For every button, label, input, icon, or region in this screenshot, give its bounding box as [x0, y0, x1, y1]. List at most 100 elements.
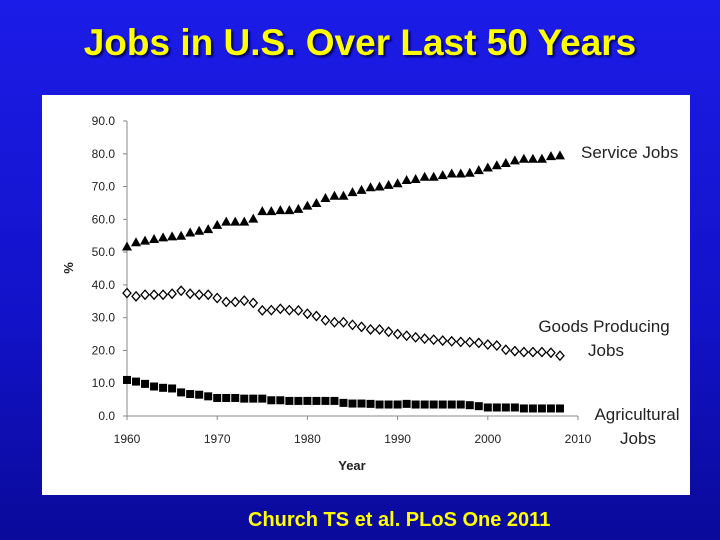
- agricultural-jobs-point: [267, 396, 276, 405]
- agricultural-jobs-point: [177, 388, 186, 397]
- agricultural-jobs-point: [501, 403, 510, 412]
- agricultural-jobs-point: [213, 393, 222, 402]
- agricultural-jobs-label: Agricultural: [594, 405, 679, 424]
- goods-producing-jobs-point: [500, 344, 511, 356]
- goods-producing-jobs-point: [176, 285, 186, 297]
- service-jobs-point: [284, 205, 295, 215]
- y-tick-label: 0.0: [98, 409, 115, 423]
- service-jobs-point: [239, 216, 250, 226]
- service-jobs-point: [311, 197, 322, 207]
- agricultural-jobs-point: [195, 390, 204, 399]
- goods-producing-jobs-point: [167, 288, 177, 300]
- agricultural-jobs-point: [465, 401, 474, 410]
- agricultural-jobs-point: [519, 404, 528, 413]
- agricultural-jobs-point: [222, 393, 231, 402]
- goods-producing-jobs-point: [491, 340, 502, 352]
- service-jobs-point: [419, 171, 430, 181]
- x-tick-label: 2000: [474, 432, 501, 446]
- goods-producing-jobs-point: [221, 296, 232, 308]
- service-jobs-point: [194, 225, 205, 235]
- agricultural-jobs-point: [321, 396, 330, 405]
- y-tick-label: 60.0: [92, 212, 116, 226]
- goods-producing-jobs-point: [149, 289, 159, 301]
- y-tick-label: 90.0: [92, 114, 116, 128]
- goods-producing-jobs-point: [212, 292, 223, 304]
- service-jobs-point: [122, 241, 132, 251]
- goods-producing-jobs-point: [230, 296, 241, 308]
- goods-producing-jobs-point: [266, 304, 277, 316]
- agricultural-jobs-point: [555, 404, 564, 413]
- goods-producing-jobs-point: [473, 337, 484, 349]
- service-jobs-point: [365, 182, 376, 192]
- service-jobs-point: [167, 231, 178, 241]
- agricultural-jobs-point: [285, 396, 294, 405]
- goods-producing-jobs-point: [122, 287, 132, 299]
- goods-producing-jobs-point: [284, 304, 295, 316]
- x-tick-label: 1980: [294, 432, 321, 446]
- goods-producing-jobs-point: [401, 330, 412, 342]
- goods-producing-jobs-point: [482, 339, 493, 351]
- service-jobs-label: Service Jobs: [581, 143, 678, 162]
- agricultural-jobs-point: [294, 396, 303, 405]
- agricultural-jobs-point: [429, 400, 438, 409]
- agricultural-jobs-point: [438, 400, 447, 409]
- goods-producing-jobs-point: [365, 323, 376, 335]
- y-tick-label: 80.0: [92, 147, 116, 161]
- agricultural-jobs-point: [132, 377, 141, 386]
- service-jobs-point: [131, 237, 142, 247]
- service-jobs-point: [437, 170, 448, 180]
- service-jobs-point: [248, 213, 259, 223]
- goods-producing-jobs-point: [185, 288, 196, 300]
- agricultural-jobs-point: [384, 400, 393, 409]
- agricultural-jobs-point: [483, 403, 492, 412]
- x-tick-label: 1990: [384, 432, 411, 446]
- goods-producing-jobs-point: [131, 290, 141, 302]
- service-jobs-point: [275, 205, 286, 215]
- goods-producing-jobs-point: [293, 304, 304, 316]
- agricultural-jobs-point: [537, 404, 546, 413]
- x-axis-label: Year: [338, 458, 365, 473]
- service-jobs-point: [140, 235, 151, 245]
- agricultural-jobs-point: [204, 392, 213, 401]
- agricultural-jobs-point: [330, 396, 339, 405]
- agricultural-jobs-label: Jobs: [620, 429, 656, 448]
- goods-producing-jobs-label: Goods Producing: [538, 317, 669, 336]
- y-tick-label: 70.0: [92, 180, 116, 194]
- agricultural-jobs-point: [303, 396, 312, 405]
- agricultural-jobs-point: [168, 384, 177, 393]
- service-jobs-point: [518, 153, 529, 163]
- service-jobs-point: [230, 216, 241, 226]
- service-jobs-point: [293, 203, 304, 213]
- service-jobs-point: [554, 150, 565, 160]
- goods-producing-jobs-point: [464, 336, 475, 348]
- service-jobs-point: [356, 184, 367, 194]
- goods-producing-jobs-point: [528, 346, 538, 358]
- agricultural-jobs-point: [492, 403, 501, 412]
- goods-producing-jobs-point: [203, 289, 214, 301]
- agricultural-jobs-point: [366, 399, 375, 408]
- agricultural-jobs-point: [276, 396, 285, 405]
- agricultural-jobs-point: [375, 400, 384, 409]
- agricultural-jobs-point: [456, 400, 465, 409]
- goods-producing-jobs-point: [419, 333, 430, 345]
- agricultural-jobs-point: [240, 394, 249, 403]
- agricultural-jobs-point: [186, 390, 195, 399]
- y-axis-label: %: [61, 262, 76, 274]
- y-tick-label: 40.0: [92, 278, 116, 292]
- agricultural-jobs-point: [528, 404, 537, 413]
- service-jobs-point: [374, 181, 385, 191]
- service-jobs-point: [392, 178, 403, 188]
- agricultural-jobs-point: [249, 394, 258, 403]
- goods-producing-jobs-point: [338, 316, 349, 328]
- goods-producing-jobs-point: [239, 295, 250, 307]
- service-jobs-point: [455, 168, 466, 178]
- goods-producing-jobs-point: [555, 350, 565, 362]
- goods-producing-jobs-point: [519, 346, 529, 358]
- x-tick-label: 1970: [204, 432, 231, 446]
- goods-producing-jobs-point: [546, 347, 556, 359]
- service-jobs-point: [545, 151, 556, 161]
- goods-producing-jobs-point: [275, 303, 286, 315]
- citation: Church TS et al. PLoS One 2011: [248, 509, 551, 531]
- goods-producing-jobs-point: [392, 328, 403, 340]
